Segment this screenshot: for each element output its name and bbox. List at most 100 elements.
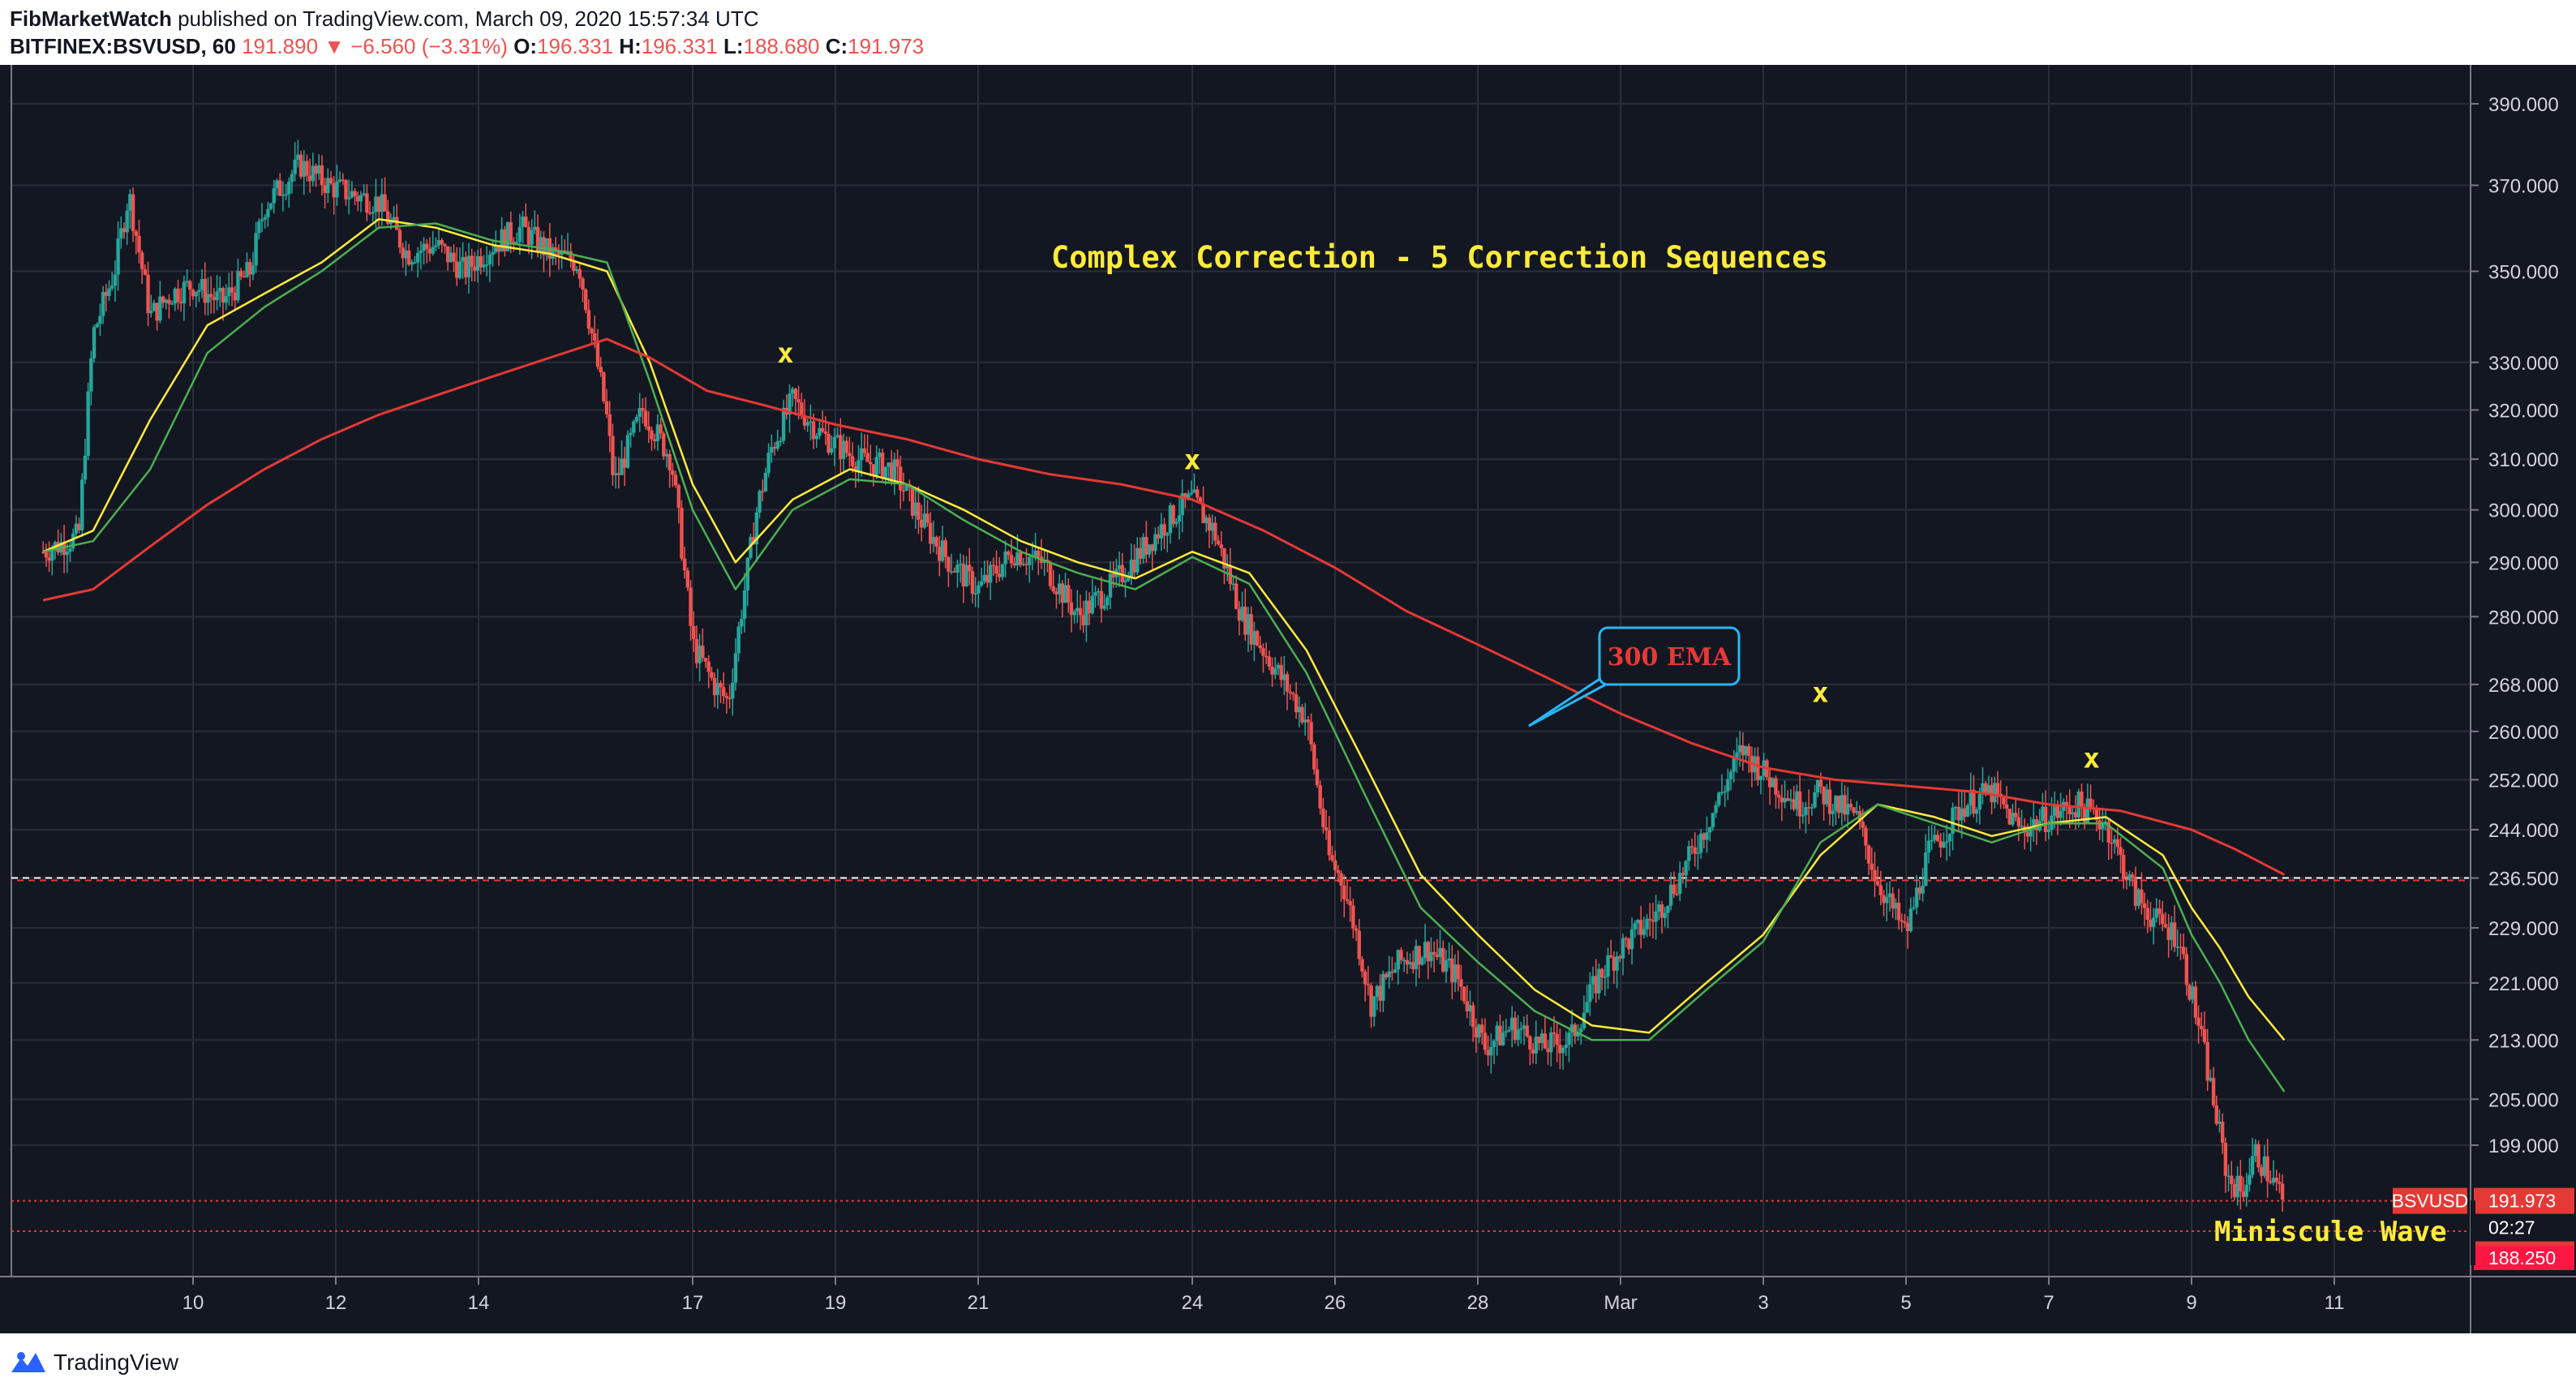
candle-up bbox=[1924, 852, 1928, 886]
candle-up bbox=[1657, 904, 1661, 912]
candle-down bbox=[143, 269, 148, 275]
candle-down bbox=[721, 687, 726, 697]
candle-down bbox=[401, 247, 405, 259]
candle-up bbox=[1186, 493, 1191, 500]
candle-down bbox=[1405, 959, 1410, 965]
candle-up bbox=[1666, 905, 1670, 913]
candle-down bbox=[2223, 1143, 2228, 1176]
candle-up bbox=[574, 268, 579, 271]
candle-down bbox=[1689, 846, 1694, 848]
candle-up bbox=[173, 288, 178, 304]
candle-up bbox=[1033, 550, 1037, 556]
candle-down bbox=[572, 260, 576, 271]
candle-down bbox=[1537, 1037, 1541, 1044]
candle-down bbox=[1486, 1049, 1490, 1056]
candle-down bbox=[1099, 590, 1104, 609]
candle-down bbox=[2232, 1183, 2237, 1198]
x-markers: x x x x bbox=[777, 337, 2100, 775]
candle-up bbox=[1816, 779, 1820, 793]
candle-up bbox=[50, 550, 54, 561]
candle-down bbox=[1552, 1032, 1556, 1034]
candle-up bbox=[2250, 1156, 2255, 1175]
candle-up bbox=[1093, 592, 1097, 596]
candle-down bbox=[2124, 878, 2129, 881]
candle-up bbox=[1117, 564, 1122, 569]
candle-up bbox=[1240, 607, 1244, 621]
candle-up bbox=[392, 217, 396, 221]
price-tick-label: 330.000 bbox=[2488, 353, 2559, 375]
candle-up bbox=[841, 440, 846, 459]
candle-down bbox=[1938, 841, 1943, 848]
candle-down bbox=[1822, 787, 1826, 805]
time-tick-label: 12 bbox=[325, 1292, 347, 1314]
time-axis[interactable]: 10 12 14 17 19 21 24 26 28 Mar 3 5 7 9 11 bbox=[182, 1277, 2345, 1314]
candle-up bbox=[988, 564, 993, 583]
candle-down bbox=[383, 194, 387, 212]
candle-up bbox=[1549, 1032, 1553, 1053]
candle-down bbox=[1171, 504, 1175, 524]
candle-down bbox=[131, 194, 135, 232]
price-chart[interactable]: x x x x Complex Correction - 5 Correction S… bbox=[0, 65, 2576, 1333]
candle-up bbox=[655, 424, 660, 441]
candle-down bbox=[701, 645, 705, 659]
candle-up bbox=[1912, 907, 1916, 909]
candle-down bbox=[395, 217, 399, 230]
candle-up bbox=[1468, 1005, 1472, 1011]
candle-up bbox=[358, 195, 363, 202]
candle-up bbox=[2071, 812, 2075, 814]
price-axis[interactable]: 390.000 370.000 350.000 330.000 320.000 310.0… bbox=[2471, 94, 2559, 1157]
candle-up bbox=[1668, 884, 1673, 906]
publish-line: FibMarketWatch published on TradingView.… bbox=[10, 6, 758, 32]
candle-up bbox=[1096, 590, 1101, 593]
candle-up bbox=[818, 427, 822, 436]
candle-down bbox=[554, 247, 558, 251]
candle-up bbox=[500, 229, 504, 252]
candle-up bbox=[860, 448, 864, 461]
symbol-label: BITFINEX:BSVUSD, 60 bbox=[10, 34, 236, 58]
candle-down bbox=[1432, 951, 1436, 955]
candle-down bbox=[2089, 798, 2093, 808]
candle-up bbox=[245, 261, 249, 277]
candle-down bbox=[2157, 908, 2162, 914]
candle-up bbox=[1204, 517, 1209, 524]
candle-down bbox=[1321, 808, 1325, 828]
candle-down bbox=[2115, 839, 2120, 848]
candle-down bbox=[680, 508, 684, 559]
candle-up bbox=[1129, 560, 1134, 577]
candle-up bbox=[107, 288, 111, 296]
low-price-tag: 188.250 bbox=[2488, 1247, 2556, 1268]
candle-up bbox=[466, 255, 471, 278]
tradingview-brand[interactable]: TradingView bbox=[54, 1350, 179, 1375]
candle-up bbox=[664, 453, 669, 457]
candle-up bbox=[1758, 775, 1763, 780]
candle-down bbox=[427, 248, 432, 254]
candle-up bbox=[1645, 918, 1649, 929]
candle-up bbox=[613, 473, 618, 475]
candle-down bbox=[1498, 1025, 1502, 1045]
candle-up bbox=[1153, 534, 1157, 552]
candle-down bbox=[353, 191, 357, 196]
high-label: H: bbox=[619, 34, 642, 58]
candle-down bbox=[685, 570, 690, 588]
candle-down bbox=[880, 453, 885, 479]
candle-up bbox=[71, 533, 75, 549]
candle-down bbox=[2166, 927, 2170, 940]
candle-down bbox=[134, 231, 138, 236]
candle-up bbox=[449, 252, 453, 263]
price-tick-label: 370.000 bbox=[2488, 175, 2559, 197]
candle-down bbox=[452, 252, 456, 262]
author-name[interactable]: FibMarketWatch bbox=[10, 6, 172, 31]
candle-down bbox=[1399, 950, 1403, 960]
candle-down bbox=[1513, 1017, 1518, 1041]
candle-down bbox=[1599, 968, 1604, 978]
candle-up bbox=[236, 271, 240, 301]
candle-up bbox=[2085, 798, 2090, 823]
tradingview-logo-icon[interactable] bbox=[10, 1348, 47, 1376]
candle-up bbox=[2041, 806, 2045, 822]
candle-down bbox=[104, 292, 109, 296]
candle-up bbox=[1813, 792, 1817, 808]
ohlc-line: BITFINEX:BSVUSD, 60 191.890 ▼ −6.560 (−3… bbox=[10, 34, 924, 59]
time-tick-label: 3 bbox=[1758, 1292, 1768, 1314]
candle-up bbox=[892, 459, 897, 482]
candle-up bbox=[119, 228, 123, 239]
